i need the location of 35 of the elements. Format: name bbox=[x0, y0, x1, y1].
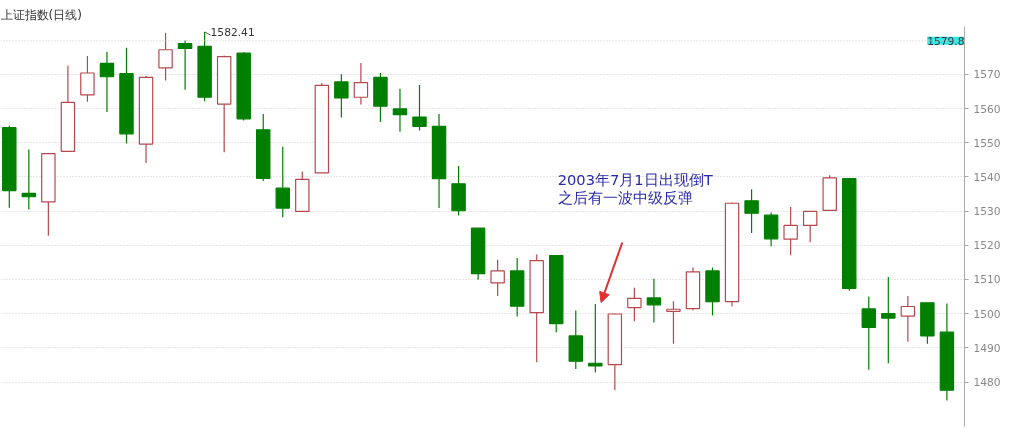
candlestick bbox=[666, 300, 681, 345]
candlestick bbox=[177, 39, 193, 91]
y-tick-label: 1560 bbox=[973, 102, 1001, 116]
candlestick bbox=[412, 84, 427, 132]
candlestick bbox=[99, 51, 115, 113]
annotation: 1582.41 bbox=[210, 25, 255, 39]
candlestick bbox=[763, 211, 779, 247]
y-tick-label: 1480 bbox=[973, 376, 1001, 390]
candlestick bbox=[861, 295, 877, 371]
y-tick-label: 1550 bbox=[973, 136, 1001, 150]
chart-title: 上证指数(日线) bbox=[0, 7, 82, 22]
y-tick-label: 1540 bbox=[973, 170, 1001, 184]
y-tick-label: 1530 bbox=[973, 205, 1001, 219]
y-tick-label: 1510 bbox=[973, 273, 1001, 287]
candlestick bbox=[392, 88, 408, 133]
ref-line-label: 1579.8 bbox=[927, 34, 965, 48]
candlestick bbox=[275, 146, 291, 218]
candlestick bbox=[80, 55, 95, 103]
candlestick bbox=[646, 278, 662, 324]
y-tick-label: 1500 bbox=[973, 307, 1001, 321]
candlestick bbox=[627, 287, 642, 322]
candlestick bbox=[783, 206, 798, 256]
annotation: 2003年7月1日出现倒T 之后有一波中级反弹 bbox=[557, 170, 713, 207]
candlestick bbox=[353, 62, 369, 106]
candlestick bbox=[588, 303, 603, 374]
candlestick bbox=[802, 210, 818, 243]
candlestick bbox=[900, 295, 916, 343]
candlestick bbox=[158, 32, 173, 82]
candlestick bbox=[744, 188, 759, 234]
candlestick bbox=[490, 259, 505, 297]
y-tick-label: 1520 bbox=[973, 239, 1001, 253]
candlestick bbox=[881, 276, 896, 364]
y-tick-label: 1570 bbox=[973, 68, 1001, 82]
candlestick bbox=[334, 73, 349, 119]
y-tick-label: 1490 bbox=[973, 341, 1001, 355]
